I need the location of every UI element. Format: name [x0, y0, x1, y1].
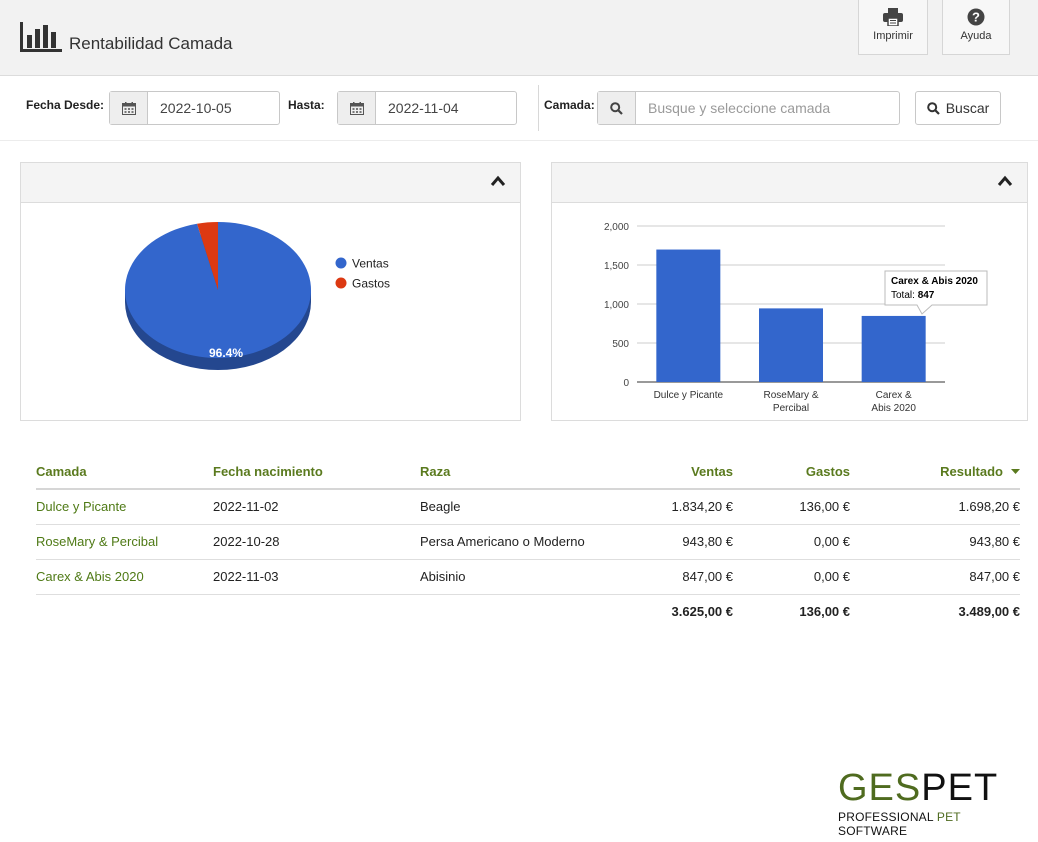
brand-name: GESPET [838, 767, 999, 809]
table-row: RoseMary & Percibal 2022-10-28 Persa Ame… [36, 524, 1020, 560]
total-sales: 3.625,00 € [671, 604, 733, 620]
bar-1 [656, 249, 721, 382]
expenses-cell: 0,00 € [733, 524, 850, 560]
bar-2 [759, 308, 823, 382]
expenses-cell: 0,00 € [733, 559, 850, 595]
page-title: Rentabilidad Camada [69, 34, 233, 53]
x-tick-label: Dulce y Picante [654, 390, 724, 401]
y-tick-label: 2,000 [604, 222, 629, 233]
litter-search-placeholder: Busque y seleccione camada [648, 100, 831, 116]
help-button[interactable]: ? Ayuda [942, 0, 1010, 55]
x-tick-label: Abis 2020 [871, 403, 916, 414]
breed-cell: Abisinio [420, 559, 625, 595]
result-cell: 847,00 € [850, 559, 1020, 595]
svg-text:?: ? [972, 10, 980, 25]
x-tick-label: RoseMary & [763, 390, 818, 401]
question-circle-icon: ? [967, 8, 985, 26]
column-header-breed[interactable]: Raza [420, 454, 625, 490]
totals-row: 3.625,00 € 136,00 € 3.489,00 € [36, 594, 1020, 629]
panel-header [552, 163, 1027, 203]
column-header-litter[interactable]: Camada [36, 454, 213, 490]
legend-marker-gastos [335, 277, 347, 289]
bar-chart: 0 500 1,000 1,500 2,000 Dulce y Picante RoseMa… [604, 222, 988, 414]
sales-cell: 847,00 € [625, 559, 733, 595]
from-date-label: Fecha Desde: [26, 98, 105, 112]
table-header-row: Camada Fecha nacimiento Raza Ventas Gast… [36, 454, 1020, 490]
x-tick-label: Percibal [773, 403, 809, 414]
calendar-icon[interactable] [338, 92, 376, 124]
tooltip-value: Total: 847 [891, 290, 935, 301]
birth-date-cell: 2022-11-02 [213, 489, 420, 525]
breed-cell: Beagle [420, 489, 625, 525]
tooltip-box [884, 270, 988, 315]
total-result: 3.489,00 € [958, 604, 1020, 620]
bar-3 [861, 315, 926, 382]
y-tick-label: 0 [623, 378, 629, 389]
pie-chart: 96.4% Ventas Gastos [124, 222, 390, 370]
pie-chart-panel: 96.4% Ventas Gastos [20, 162, 521, 421]
print-label: Imprimir [873, 30, 913, 42]
table-row: Dulce y Picante 2022-11-02 Beagle 1.834,… [36, 489, 1020, 525]
result-cell: 943,80 € [850, 524, 1020, 560]
tooltip-title: Carex & Abis 2020 [891, 276, 978, 287]
filter-divider [538, 85, 539, 131]
from-date-field[interactable]: 2022-10-05 [109, 91, 280, 125]
litter-link[interactable]: Dulce y Picante [36, 489, 213, 525]
birth-date-cell: 2022-11-03 [213, 559, 420, 595]
search-icon [598, 92, 636, 124]
panel-header [21, 163, 520, 203]
bar-chart-icon [20, 22, 62, 52]
pie-slice-label: 96.4% [209, 346, 243, 360]
gespet-logo: GESPET PROFESSIONAL PET SOFTWARE [838, 768, 1033, 838]
brand-tagline: PROFESSIONAL PET SOFTWARE [838, 810, 961, 838]
result-cell: 1.698,20 € [850, 489, 1020, 525]
column-header-sales[interactable]: Ventas [625, 454, 733, 490]
breed-cell: Persa Americano o Moderno [420, 524, 625, 560]
search-button[interactable]: Buscar [915, 91, 1001, 125]
legend-label-ventas: Ventas [352, 257, 389, 271]
to-date-label: Hasta: [288, 98, 325, 112]
legend-marker-ventas [335, 257, 347, 269]
filter-bar: Fecha Desde: 2022-10-05 Hasta: 2022-11-0… [0, 77, 1038, 141]
x-tick-label: Carex & [876, 390, 912, 401]
chart-tooltip: Carex & Abis 2020 Total: 847 [884, 270, 988, 315]
column-header-result[interactable]: Resultado [850, 454, 1020, 490]
search-button-label: Buscar [945, 100, 990, 116]
chevron-up-icon[interactable] [490, 175, 506, 187]
litter-label: Camada: [544, 98, 595, 112]
calendar-icon[interactable] [110, 92, 148, 124]
to-date-value: 2022-11-04 [388, 100, 459, 116]
y-tick-label: 1,500 [604, 261, 629, 272]
search-icon [926, 101, 940, 115]
sales-cell: 943,80 € [625, 524, 733, 560]
legend-label-gastos: Gastos [352, 277, 390, 291]
column-header-expenses[interactable]: Gastos [733, 454, 850, 490]
y-tick-label: 1,000 [604, 300, 629, 311]
y-tick-label: 500 [612, 339, 629, 350]
to-date-field[interactable]: 2022-11-04 [337, 91, 517, 125]
pie-slice-gastos [197, 222, 218, 290]
chevron-up-icon[interactable] [997, 175, 1013, 187]
expenses-cell: 136,00 € [733, 489, 850, 525]
print-button[interactable]: Imprimir [858, 0, 928, 55]
birth-date-cell: 2022-10-28 [213, 524, 420, 560]
table-row: Carex & Abis 2020 2022-11-03 Abisinio 84… [36, 559, 1020, 595]
litter-link[interactable]: Carex & Abis 2020 [36, 559, 213, 595]
top-header: Rentabilidad Camada Imprimir ? Ayuda [0, 0, 1038, 76]
from-date-value: 2022-10-05 [160, 100, 232, 116]
bar-chart-panel: 0 500 1,000 1,500 2,000 Dulce y Picante RoseMa… [551, 162, 1028, 421]
sort-desc-icon[interactable] [1011, 469, 1020, 475]
litter-search-field[interactable]: Busque y seleccione camada [597, 91, 900, 125]
help-label: Ayuda [960, 30, 992, 42]
total-expenses: 136,00 € [799, 604, 850, 620]
litter-link[interactable]: RoseMary & Percibal [36, 524, 213, 560]
printer-icon [883, 8, 903, 26]
column-header-birth-date[interactable]: Fecha nacimiento [213, 454, 420, 490]
sales-cell: 1.834,20 € [625, 489, 733, 525]
litter-profit-table: Camada Fecha nacimiento Raza Ventas Gast… [36, 454, 1020, 629]
